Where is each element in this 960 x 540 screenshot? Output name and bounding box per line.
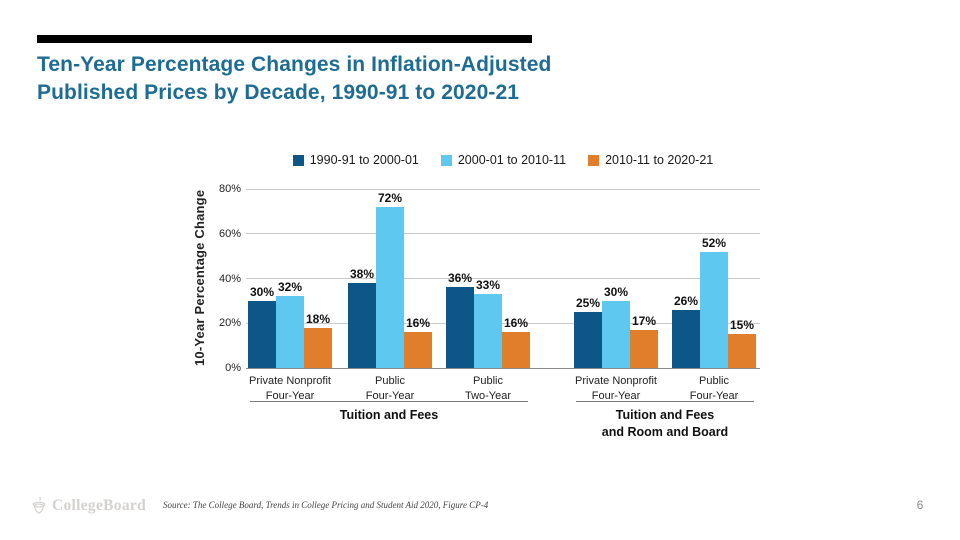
group-label-line: Four-Year	[591, 389, 641, 402]
collegeboard-acorn-icon	[32, 496, 46, 514]
bar-value-label: 16%	[503, 316, 529, 331]
section-title-line: Tuition and Fees	[339, 408, 439, 422]
group-label: Public Four-Year	[654, 374, 774, 404]
y-tick-label: 40%	[218, 272, 241, 285]
group-label: Private Nonprofit Four-Year	[230, 374, 350, 404]
gridline	[246, 278, 760, 279]
section-title-line: and Room and Board	[601, 424, 729, 439]
legend-swatch	[588, 154, 600, 166]
bar-value-label: 32%	[277, 280, 303, 295]
slide-title-line1: Ten-Year Percentage Changes in Inflation…	[37, 53, 552, 76]
section-rule	[576, 401, 754, 402]
slide-title: Ten-Year Percentage Changes in Inflation…	[37, 51, 551, 106]
gridline	[246, 322, 760, 324]
chart-bar	[304, 327, 332, 368]
chart-bar	[602, 300, 630, 368]
slide-title-line2: Published Prices by Decade, 1990-91 to 2…	[37, 80, 520, 104]
chart-legend: 1990-91 to 2000-01 2000-01 to 2010-11 2010…	[246, 153, 760, 167]
chart-bar	[728, 334, 756, 368]
bar-value-label: 36%	[447, 271, 473, 286]
chart-bar	[446, 287, 474, 368]
bar-value-label: 30%	[249, 284, 275, 299]
chart-bar	[404, 332, 432, 368]
bar-value-label: 17%	[631, 313, 657, 328]
section-title: Tuition and Fees	[250, 401, 528, 424]
legend-swatch	[292, 154, 304, 166]
group-label-line: Public	[375, 375, 405, 387]
source-citation: Source: The College Board, Trends in Col…	[163, 500, 489, 510]
legend-label: 2010-11 to 2020-21	[605, 153, 714, 167]
chart-bar	[574, 312, 602, 368]
bar-value-label: 38%	[349, 266, 375, 281]
bar-value-label: 25%	[575, 296, 601, 311]
y-tick-label: 60%	[218, 227, 241, 240]
group-label: Private Nonprofit Four-Year	[556, 374, 676, 404]
chart-bar	[502, 332, 530, 368]
chart-bar	[672, 309, 700, 368]
bar-value-label: 16%	[405, 316, 431, 331]
section-title-line: Tuition and Fees	[615, 408, 715, 422]
bar-value-label: 33%	[475, 278, 501, 293]
legend-label: 1990-91 to 2000-01	[309, 153, 419, 167]
y-tick-label: 0%	[225, 362, 241, 374]
chart-bar	[248, 300, 276, 368]
gridline	[246, 367, 760, 369]
chart-bar	[376, 206, 404, 368]
group-label-line: Four-Year	[689, 389, 739, 402]
group-label-line: Four-Year	[365, 389, 415, 402]
group-label: Public Four-Year	[330, 374, 450, 404]
y-tick-label: 20%	[218, 317, 241, 330]
bar-value-label: 18%	[305, 311, 331, 326]
legend-item: 2010-11 to 2020-21	[588, 153, 713, 167]
collegeboard-logo-text: CollegeBoard	[52, 496, 147, 514]
section-title: Tuition and Fees and Room and Board	[576, 401, 754, 441]
gridline	[246, 188, 760, 190]
group-label-line: Two-Year	[464, 389, 512, 402]
legend-label: 2000-01 to 2010-11	[457, 153, 567, 167]
chart-bar	[630, 329, 658, 368]
page-number: 6	[916, 498, 924, 512]
group-label-line: Public	[473, 375, 503, 387]
bar-value-label: 52%	[701, 235, 727, 250]
bar-value-label: 30%	[603, 284, 629, 299]
group-label-line: Four-Year	[265, 389, 315, 402]
chart-bar	[474, 294, 502, 368]
bar-value-label: 26%	[673, 293, 699, 308]
collegeboard-logo: CollegeBoard	[30, 496, 146, 515]
group-label-line: Private Nonprofit	[575, 375, 657, 387]
legend-swatch	[440, 154, 452, 166]
bar-value-label: 72%	[377, 190, 403, 205]
chart-bar	[276, 296, 304, 368]
y-tick-label: 80%	[218, 183, 241, 195]
section-rule	[250, 401, 528, 402]
group-label-line: Public	[699, 375, 729, 387]
chart-bar	[700, 251, 728, 368]
group-label-line: Private Nonprofit	[249, 375, 331, 387]
legend-item: 2000-01 to 2010-11	[440, 153, 567, 167]
chart-bar	[348, 282, 376, 368]
gridline	[246, 233, 760, 235]
group-label: Public Two-Year	[428, 374, 548, 404]
legend-item: 1990-91 to 2000-01	[292, 153, 419, 167]
bar-value-label: 15%	[729, 318, 755, 333]
title-accent-bar	[37, 35, 532, 43]
